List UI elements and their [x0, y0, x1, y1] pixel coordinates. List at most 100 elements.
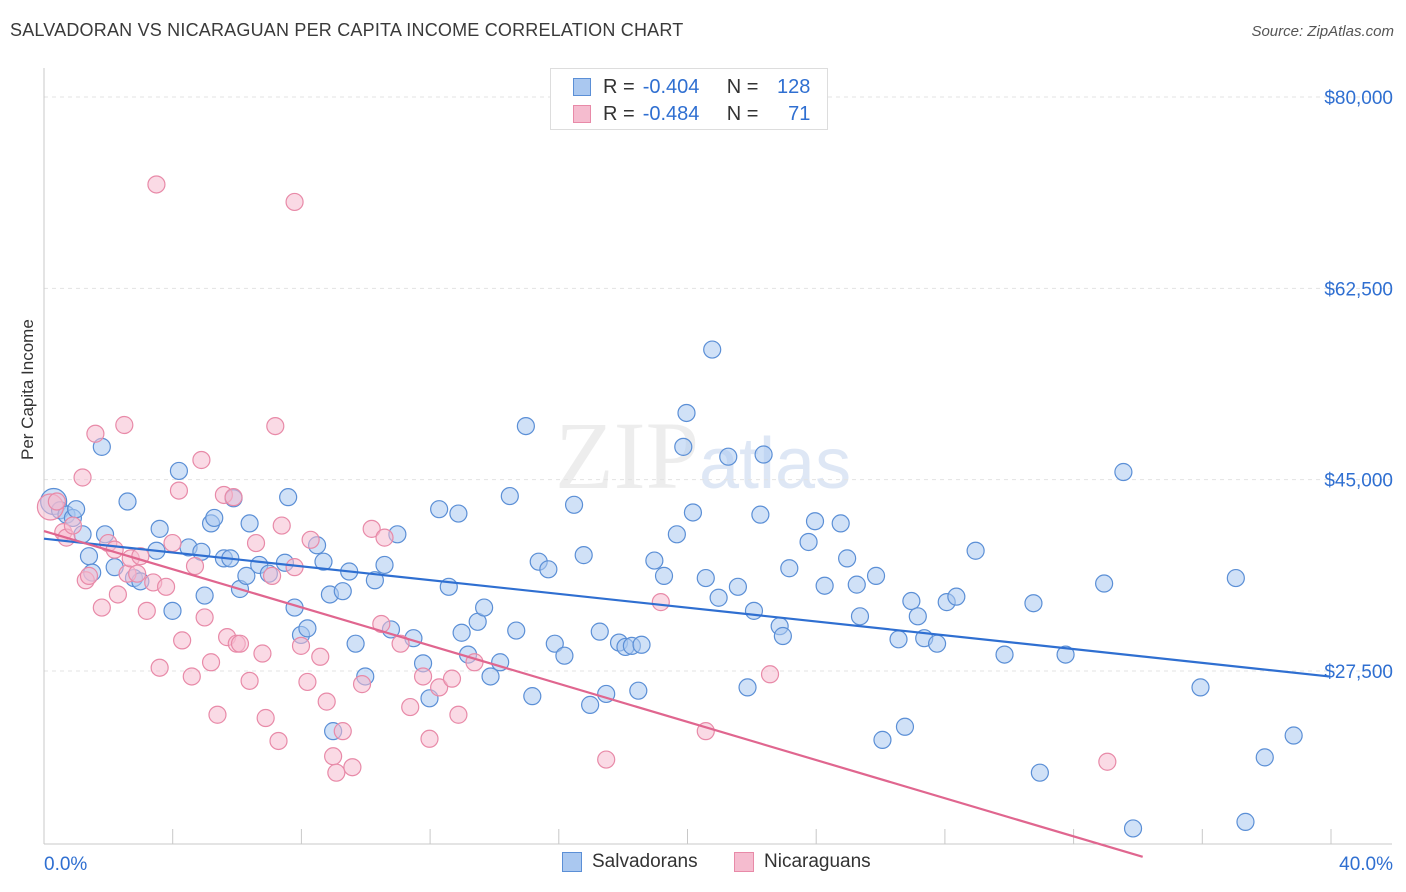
nicaraguan-point [266, 416, 285, 436]
salvadoran-point [590, 622, 609, 641]
nicaraguan-point [182, 667, 201, 686]
salvadoran-point [1226, 568, 1245, 588]
nicaraguan-point [311, 647, 330, 666]
salvadoran-point [237, 566, 256, 585]
salvadoran-point [1255, 748, 1274, 767]
y-axis-label: Per Capita Income [18, 319, 37, 460]
nicaraguan-point [246, 533, 266, 553]
nicaraguan-point [391, 634, 410, 653]
nicaraguan-point [208, 705, 227, 724]
salvadoran-point [1191, 678, 1210, 697]
salvadoran-point [866, 566, 886, 585]
nicaraguan-point [185, 556, 205, 576]
salvadoran-point [169, 461, 189, 481]
salvadoran-point [815, 576, 834, 595]
salvadoran-point [523, 687, 542, 706]
nicaraguan-point [169, 481, 189, 500]
nicaraguan-point [352, 675, 372, 694]
nicaraguan-point [192, 450, 211, 470]
salvadoran-point [452, 623, 471, 642]
x-tick-label-max: 40.0% [1339, 854, 1393, 875]
nicaraguan-point [333, 722, 352, 741]
salvadoran-point [895, 717, 915, 736]
salvadoran-point [163, 601, 182, 620]
salvadoran-point [507, 621, 526, 640]
salvadoran-point [847, 575, 866, 594]
nicaraguan-point [253, 644, 272, 663]
nicaraguan-point [79, 566, 99, 585]
nicaraguan-point [73, 468, 92, 487]
salvadoran-point [1056, 645, 1075, 664]
legend-r-value: -0.404 [642, 75, 700, 98]
salvadoran-point [683, 503, 703, 522]
salvadoran-point [773, 626, 792, 646]
salvadoran-point [947, 587, 966, 606]
nicaraguan-point [137, 601, 156, 620]
y-tick-label: $27,500 [1324, 662, 1393, 683]
salvadoran-point [279, 488, 298, 507]
nicaraguan-point [147, 175, 166, 194]
salvadoran-point [150, 519, 169, 538]
salvadoran-point [67, 500, 86, 519]
salvadoran-point [118, 492, 137, 511]
y-tick-label: $62,500 [1324, 279, 1393, 300]
nicaraguan-point [298, 672, 317, 692]
legend-swatch-blue [573, 78, 591, 96]
nicaraguan-point [1098, 752, 1117, 771]
bottom-legend-nicaraguans: Nicaraguans [734, 851, 871, 873]
nicaraguan-point [301, 530, 320, 549]
legend-n-label: N = [726, 75, 759, 98]
legend-n-value: 71 [788, 102, 811, 125]
nicaraguan-point [327, 763, 346, 782]
y-tick-label: $80,000 [1324, 88, 1393, 109]
nicaraguan-point [375, 528, 394, 547]
nicaraguan-point [256, 708, 275, 728]
bottom-legend-label: Nicaraguans [764, 851, 871, 872]
salvadoran-point [873, 730, 892, 749]
nicaraguan-point [401, 697, 420, 717]
legend-r-label: R = [603, 75, 635, 98]
salvadoran-point [719, 447, 738, 466]
salvadoran-point [481, 667, 500, 686]
salvadoran-point [889, 630, 908, 649]
nicaraguan-point [115, 415, 134, 435]
salvadoran-point [780, 559, 799, 578]
legend-n-label: N = [726, 102, 759, 125]
nicaraguan-point [430, 678, 449, 697]
nicaraguan-point [269, 731, 288, 751]
salvadoran-point [908, 607, 927, 626]
salvadoran-point [333, 582, 352, 601]
legend-row-salvadorans: R = -0.404 N = 128 [573, 74, 810, 100]
watermark-zip: ZIP [555, 402, 699, 509]
salvadoran-point [902, 591, 921, 611]
legend-row-nicaraguans: R = -0.484 N = 71 [573, 101, 810, 127]
nicaraguan-point [128, 564, 147, 583]
salvadoran-point [365, 571, 384, 590]
salvadoran-point [703, 340, 722, 359]
nicaraguan-point [760, 665, 780, 684]
nicaraguan-point [291, 636, 311, 655]
x-tick-label-min: 0.0% [44, 854, 87, 875]
salvadoran-point [738, 678, 757, 697]
nicaraguan-point [173, 631, 192, 650]
salvadoran-point [581, 695, 600, 714]
salvadoran-point [995, 645, 1014, 664]
salvadoran-point [966, 541, 985, 560]
salvadoran-point [1095, 574, 1114, 593]
nicaraguan-point [449, 705, 468, 724]
nicaraguan-point [597, 750, 616, 769]
nicaraguan-point [63, 516, 83, 535]
nicaraguan-point [420, 729, 439, 748]
bottom-legend-swatch-pink [734, 852, 754, 872]
nicaraguan-point [240, 671, 259, 690]
nicaraguan-trend-line [43, 529, 1143, 858]
salvadoran-point [696, 568, 715, 588]
nicaraguan-point [108, 585, 127, 604]
watermark: ZIPatlas [555, 400, 851, 511]
salvadoran-point [1284, 726, 1303, 745]
chart-title: SALVADORAN VS NICARAGUAN PER CAPITA INCO… [10, 20, 684, 40]
legend-n-value: 128 [777, 75, 811, 98]
salvadoran-point [375, 555, 394, 575]
legend-r-label: R = [603, 102, 635, 125]
nicaraguan-point [324, 747, 343, 766]
